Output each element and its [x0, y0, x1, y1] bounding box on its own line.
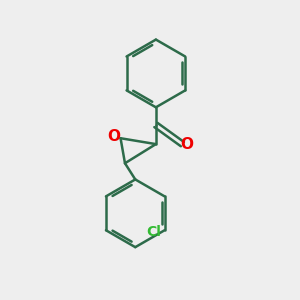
Text: O: O — [108, 129, 121, 144]
Text: O: O — [180, 136, 193, 152]
Text: Cl: Cl — [146, 225, 161, 239]
